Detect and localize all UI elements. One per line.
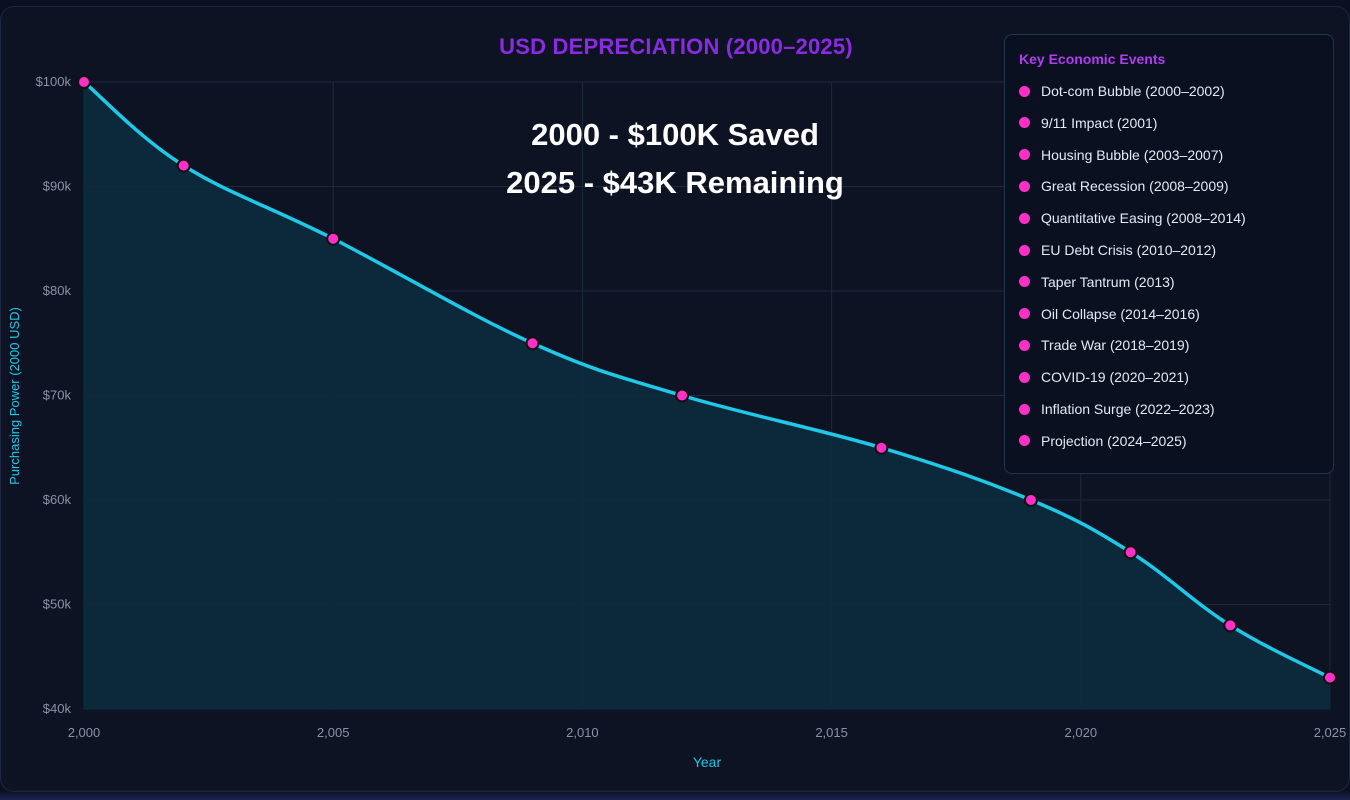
- data-point: [1323, 670, 1337, 685]
- legend-dot-icon: [1019, 244, 1030, 256]
- legend-item: Oil Collapse (2014–2016): [1019, 304, 1200, 324]
- data-point: [874, 440, 889, 455]
- legend-item-label: Great Recession (2008–2009): [1041, 178, 1229, 195]
- legend-dot-icon: [1019, 435, 1030, 447]
- legend-item-label: Housing Bubble (2003–2007): [1041, 146, 1224, 163]
- y-tick-label: $60k: [43, 492, 72, 507]
- legend-item-label: Inflation Surge (2022–2023): [1041, 401, 1215, 417]
- data-point: [77, 75, 91, 89]
- data-point: [1223, 618, 1238, 633]
- area-fill: [84, 82, 1330, 709]
- legend-item: Inflation Surge (2022–2023): [1019, 399, 1215, 419]
- legend-item-label: Projection (2024–2025): [1041, 432, 1187, 449]
- legend-dot-icon: [1019, 117, 1030, 129]
- x-tick-label: 2,025: [1314, 725, 1347, 740]
- data-point: [176, 158, 191, 173]
- legend-item: 9/11 Impact (2001): [1019, 113, 1157, 133]
- legend-dot-icon: [1019, 85, 1030, 97]
- legend-item: Projection (2024–2025): [1019, 431, 1187, 451]
- legend-item: COVID-19 (2020–2021): [1019, 367, 1189, 387]
- legend-item: Great Recession (2008–2009): [1019, 176, 1229, 196]
- x-tick-label: 2,020: [1065, 725, 1098, 740]
- y-tick-label: $90k: [43, 179, 72, 194]
- legend-dot-icon: [1019, 308, 1030, 320]
- legend-dot-icon: [1019, 212, 1030, 224]
- headline-line-1: 2000 - $100K Saved: [531, 117, 819, 152]
- y-tick-label: $50k: [43, 597, 72, 612]
- x-tick-label: 2,005: [317, 725, 350, 740]
- legend-dot-icon: [1019, 339, 1030, 351]
- y-axis-label: Purchasing Power (2000 USD): [7, 307, 22, 485]
- series-line: [82, 80, 1331, 680]
- data-point: [1023, 493, 1038, 507]
- legend-item-label: COVID-19 (2020–2021): [1041, 369, 1189, 386]
- legend-item: Trade War (2018–2019): [1019, 335, 1189, 355]
- x-tick-label: 2,015: [815, 725, 848, 740]
- y-tick-label: $40k: [43, 701, 72, 716]
- legend-item-label: Taper Tantrum (2013): [1041, 273, 1175, 290]
- data-point: [675, 388, 690, 403]
- legend-item: Dot-com Bubble (2000–2002): [1019, 81, 1225, 101]
- x-tick-label: 2,010: [566, 725, 599, 740]
- x-tick-label: 2,000: [68, 725, 101, 740]
- legend-item-label: Quantitative Easing (2008–2014): [1041, 210, 1246, 227]
- legend-dot-icon: [1019, 403, 1030, 415]
- legend-item-label: Trade War (2018–2019): [1041, 337, 1190, 354]
- data-point: [1123, 545, 1138, 560]
- legend-dot-icon: [1019, 276, 1030, 288]
- legend-dot-icon: [1019, 149, 1030, 161]
- data-point: [326, 231, 341, 246]
- y-tick-label: $70k: [43, 388, 72, 403]
- legend-item-label: 9/11 Impact (2001): [1041, 114, 1158, 131]
- bottom-glow: [0, 790, 1350, 800]
- legend-item-label: Dot-com Bubble (2000–2002): [1041, 83, 1225, 99]
- y-tick-label: $100k: [36, 74, 72, 89]
- legend-item: Quantitative Easing (2008–2014): [1019, 208, 1246, 228]
- legend-item-label: Oil Collapse (2014–2016): [1041, 305, 1200, 322]
- legend-dot-icon: [1019, 180, 1030, 192]
- data-point: [525, 336, 540, 351]
- legend-item-label: EU Debt Crisis (2010–2012): [1041, 242, 1217, 258]
- legend-panel: Key Economic Events Dot-com Bubble (2000…: [1004, 34, 1334, 474]
- legend-item: Housing Bubble (2003–2007): [1019, 145, 1223, 165]
- chart-title: USD DEPRECIATION (2000–2025): [499, 34, 853, 59]
- legend-item: EU Debt Crisis (2010–2012): [1019, 240, 1216, 260]
- x-axis-label: Year: [693, 754, 722, 770]
- y-tick-label: $80k: [43, 283, 72, 298]
- legend-item: Taper Tantrum (2013): [1019, 272, 1175, 292]
- legend-dot-icon: [1019, 371, 1030, 383]
- headline-line-2: 2025 - $43K Remaining: [506, 165, 844, 200]
- legend-title: Key Economic Events: [1019, 51, 1166, 67]
